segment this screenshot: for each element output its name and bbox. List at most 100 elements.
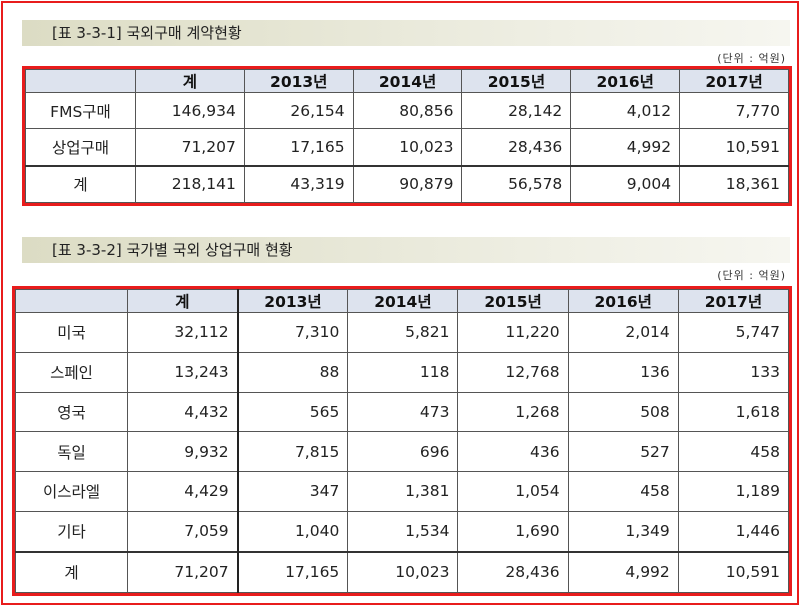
table-cell: 18,361 [679, 164, 789, 203]
table-cell: 347 [236, 471, 349, 512]
table-row: 이스라엘 4,429 347 1,381 1,054 458 1,189 [15, 471, 790, 512]
table-cell: 218,141 [135, 164, 245, 203]
table-cell: 7,059 [126, 510, 239, 553]
table-cell: 1,618 [677, 391, 790, 433]
row-label: 이스라엘 [15, 471, 128, 512]
table-row: FMS구매 146,934 26,154 80,856 28,142 4,012… [25, 91, 789, 130]
table-cell: 71,207 [135, 128, 245, 167]
table-cell: 9,932 [126, 431, 239, 472]
table-cell: 88 [236, 351, 349, 393]
table-cell: 26,154 [243, 91, 354, 130]
table-cell: 136 [567, 351, 679, 393]
table2-title: [표 3-3-2] 국가별 국외 상업구매 현황 [22, 237, 790, 263]
table-cell: 10,591 [677, 550, 790, 593]
table-cell: 7,310 [236, 312, 349, 353]
commercial-purchase-by-country-table: 계 2013년 2014년 2015년 2016년 2017년 미국 32,11… [15, 289, 790, 593]
table-cell: 527 [567, 431, 679, 472]
table-cell: 1,534 [347, 510, 459, 553]
table-cell: 508 [567, 391, 679, 433]
header-cell: 2014년 [347, 289, 459, 313]
row-label: 스페인 [15, 351, 128, 393]
table-cell: 458 [677, 431, 790, 472]
table-cell: 43,319 [243, 164, 354, 203]
table-cell: 1,690 [457, 510, 569, 553]
table-header-row: 계 2013년 2014년 2015년 2016년 2017년 [15, 289, 790, 313]
header-cell: 2015년 [461, 69, 572, 93]
table-cell: 56,578 [461, 164, 572, 203]
table1-title: [표 3-3-1] 국외구매 계약현황 [22, 20, 790, 46]
table-cell: 2,014 [567, 312, 679, 353]
table-cell: 80,856 [352, 91, 463, 130]
table-cell: 17,165 [236, 550, 349, 593]
table-cell: 133 [677, 351, 790, 393]
table-cell: 696 [347, 431, 459, 472]
table-row: 상업구매 71,207 17,165 10,023 28,436 4,992 1… [25, 128, 789, 167]
table-cell: 4,992 [567, 550, 679, 593]
header-cell: 계 [135, 69, 245, 93]
table-cell: 28,436 [461, 128, 572, 167]
table-cell: 17,165 [243, 128, 354, 167]
table-cell: 10,023 [347, 550, 459, 593]
table-cell: 1,381 [347, 471, 459, 512]
header-cell: 계 [126, 289, 239, 313]
table-cell: 1,040 [236, 510, 349, 553]
header-cell: 2016년 [570, 69, 681, 93]
table-row: 스페인 13,243 88 118 12,768 136 133 [15, 351, 790, 393]
table2-container: 계 2013년 2014년 2015년 2016년 2017년 미국 32,11… [12, 286, 792, 596]
table-cell: 7,770 [679, 91, 789, 130]
table-cell: 146,934 [135, 91, 245, 130]
table-cell: 565 [236, 391, 349, 433]
table-row: 미국 32,112 7,310 5,821 11,220 2,014 5,747 [15, 312, 790, 353]
row-label: 미국 [15, 312, 128, 353]
header-cell: 2013년 [243, 69, 354, 93]
row-label: 영국 [15, 391, 128, 433]
table1-container: 계 2013년 2014년 2015년 2016년 2017년 FMS구매 14… [22, 66, 792, 206]
header-cell: 2013년 [236, 289, 349, 313]
table-cell: 1,189 [677, 471, 790, 512]
header-cell: 2015년 [457, 289, 569, 313]
table-cell: 118 [347, 351, 459, 393]
table-cell: 436 [457, 431, 569, 472]
table1-unit: (단위 : 억원) [717, 52, 786, 65]
table-cell: 28,436 [457, 550, 569, 593]
table-cell: 1,268 [457, 391, 569, 433]
table-cell: 71,207 [126, 550, 239, 593]
table2-unit: (단위 : 억원) [717, 269, 786, 282]
table-cell: 90,879 [352, 164, 463, 203]
table-cell: 473 [347, 391, 459, 433]
table-cell: 9,004 [570, 164, 681, 203]
table-cell: 28,142 [461, 91, 572, 130]
table-cell: 458 [567, 471, 679, 512]
table-cell: 1,446 [677, 510, 790, 553]
table-cell: 10,591 [679, 128, 789, 167]
table-cell: 32,112 [126, 312, 239, 353]
table-cell: 4,429 [126, 471, 239, 512]
table-cell: 1,349 [567, 510, 679, 553]
header-cell: 2016년 [567, 289, 679, 313]
header-cell [25, 69, 136, 93]
contract-status-table: 계 2013년 2014년 2015년 2016년 2017년 FMS구매 14… [25, 69, 789, 203]
header-cell: 2017년 [679, 69, 789, 93]
row-label: 기타 [15, 510, 128, 553]
table-cell: 5,821 [347, 312, 459, 353]
table-cell: 4,992 [570, 128, 681, 167]
table-cell: 12,768 [457, 351, 569, 393]
row-label: 상업구매 [25, 128, 136, 167]
row-label: 계 [25, 164, 136, 203]
row-label: 계 [15, 550, 128, 593]
header-cell [15, 289, 128, 313]
table-cell: 4,012 [570, 91, 681, 130]
table-cell: 10,023 [352, 128, 463, 167]
table-cell: 5,747 [677, 312, 790, 353]
table-cell: 4,432 [126, 391, 239, 433]
header-cell: 2014년 [352, 69, 463, 93]
table-header-row: 계 2013년 2014년 2015년 2016년 2017년 [25, 69, 789, 93]
table-row: 기타 7,059 1,040 1,534 1,690 1,349 1,446 [15, 510, 790, 553]
table-row: 영국 4,432 565 473 1,268 508 1,618 [15, 391, 790, 433]
header-cell: 2017년 [677, 289, 790, 313]
row-label: 독일 [15, 431, 128, 472]
total-row: 계 218,141 43,319 90,879 56,578 9,004 18,… [25, 164, 789, 203]
table-cell: 11,220 [457, 312, 569, 353]
table-cell: 7,815 [236, 431, 349, 472]
